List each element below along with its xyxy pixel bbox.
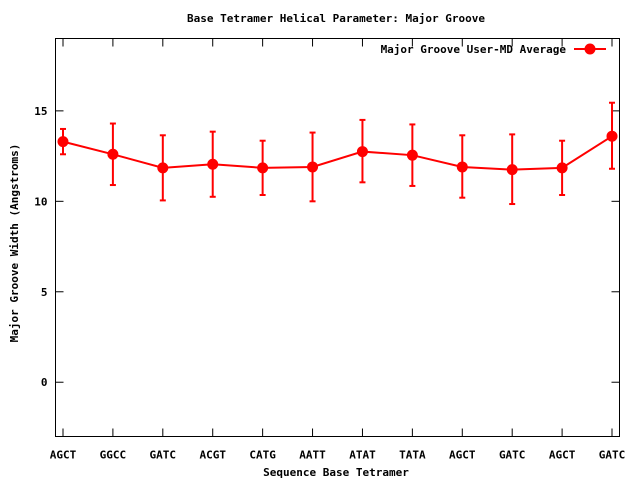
legend-marker bbox=[584, 43, 596, 55]
data-point bbox=[406, 149, 418, 161]
series-layer bbox=[57, 101, 618, 206]
x-tick-label: AGCT bbox=[50, 449, 77, 462]
x-tick-label: ACGT bbox=[199, 449, 226, 462]
axis-ticks: 0 5 10 15 AGCT GGCC GATC ACGT CATG AATT ATAT TATA AG… bbox=[34, 38, 626, 462]
data-point bbox=[356, 146, 368, 158]
data-point bbox=[456, 161, 468, 173]
data-point bbox=[556, 162, 568, 174]
x-tick-label: ATAT bbox=[349, 449, 376, 462]
x-tick-label: AGCT bbox=[549, 449, 576, 462]
data-point bbox=[506, 164, 518, 176]
x-tick-label: AGCT bbox=[449, 449, 476, 462]
legend-label: Major Groove User-MD Average bbox=[381, 43, 567, 56]
y-tick-label: 0 bbox=[41, 376, 48, 389]
data-point bbox=[57, 136, 69, 148]
data-point bbox=[207, 158, 219, 170]
plot-frame bbox=[55, 38, 620, 437]
x-tick-label: GGCC bbox=[100, 449, 127, 462]
y-tick-label: 10 bbox=[34, 195, 47, 208]
y-tick-label: 5 bbox=[41, 286, 48, 299]
chart-title: Base Tetramer Helical Parameter: Major G… bbox=[187, 12, 485, 25]
y-tick-label: 15 bbox=[34, 105, 47, 118]
x-tick-label: TATA bbox=[399, 449, 426, 462]
x-tick-label: CATG bbox=[249, 449, 276, 462]
data-point bbox=[157, 162, 169, 174]
legend: Major Groove User-MD Average bbox=[381, 43, 606, 56]
data-point bbox=[606, 130, 618, 142]
x-tick-label: GATC bbox=[499, 449, 526, 462]
data-point bbox=[307, 161, 319, 173]
x-tick-label: GATC bbox=[150, 449, 177, 462]
x-tick-label: GATC bbox=[599, 449, 626, 462]
x-tick-label: AATT bbox=[299, 449, 326, 462]
data-point bbox=[257, 162, 269, 174]
data-point bbox=[107, 148, 119, 160]
x-axis-label: Sequence Base Tetramer bbox=[263, 466, 409, 479]
y-axis-label: Major Groove Width (Angstroms) bbox=[8, 144, 21, 343]
series-line bbox=[62, 135, 613, 171]
